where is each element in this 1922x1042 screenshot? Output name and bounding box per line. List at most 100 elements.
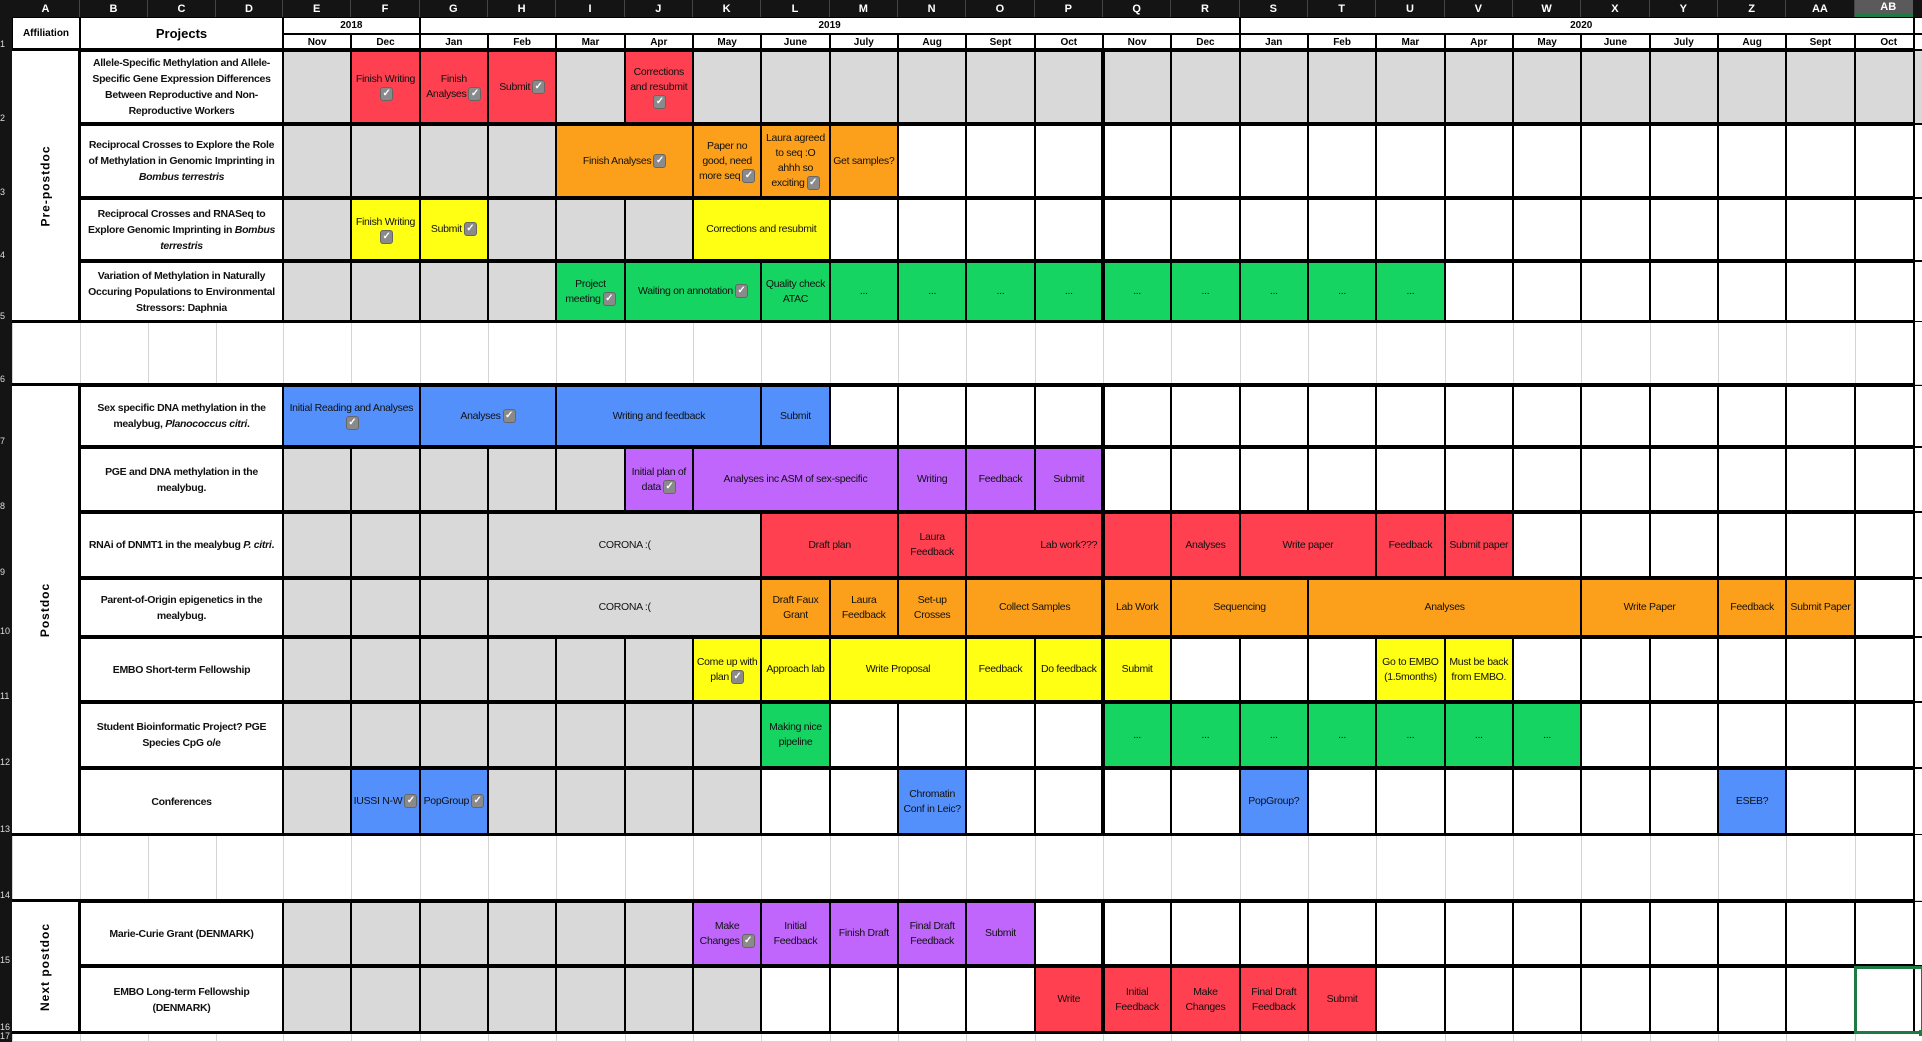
timeline-cell[interactable]: [1102, 901, 1172, 966]
timeline-cell[interactable]: [1786, 447, 1855, 512]
timeline-cell[interactable]: [1444, 447, 1513, 512]
column-header-aa[interactable]: AA: [1786, 0, 1855, 17]
inactive-cell[interactable]: [419, 512, 488, 578]
column-header-c[interactable]: C: [148, 0, 216, 17]
timeline-cell[interactable]: [1239, 124, 1308, 198]
timeline-cell[interactable]: [1854, 966, 1922, 1033]
timeline-cell[interactable]: [1649, 901, 1718, 966]
inactive-cell[interactable]: [487, 768, 557, 835]
task-cell[interactable]: Initial plan of data ✓: [624, 447, 693, 512]
inactive-cell[interactable]: [761, 50, 830, 124]
column-header-r[interactable]: R: [1171, 0, 1240, 17]
inactive-cell[interactable]: [1512, 50, 1582, 124]
task-cell[interactable]: Submit Paper: [1786, 578, 1855, 637]
inactive-cell[interactable]: [624, 966, 693, 1033]
task-cell[interactable]: Make Changes: [1171, 966, 1240, 1033]
inactive-cell[interactable]: [283, 966, 352, 1033]
inactive-cell[interactable]: [419, 447, 488, 512]
inactive-cell[interactable]: [487, 901, 557, 966]
timeline-cell[interactable]: [1034, 901, 1103, 966]
task-cell[interactable]: Waiting on annotation ✓: [624, 261, 762, 322]
row-number[interactable]: 13: [0, 824, 11, 834]
row-number[interactable]: 9: [0, 567, 6, 577]
inactive-cell[interactable]: [556, 901, 625, 966]
timeline-cell[interactable]: [1444, 261, 1513, 322]
task-cell[interactable]: Making nice pipeline: [761, 702, 830, 768]
timeline-cell[interactable]: [966, 385, 1035, 447]
inactive-cell[interactable]: [829, 50, 898, 124]
column-header-p[interactable]: P: [1034, 0, 1103, 17]
column-header-ab[interactable]: AB: [1854, 0, 1922, 17]
checkbox-checked-icon[interactable]: ✓: [471, 794, 485, 809]
timeline-cell[interactable]: [1171, 124, 1240, 198]
inactive-cell[interactable]: [556, 198, 625, 261]
column-header-w[interactable]: W: [1512, 0, 1582, 17]
task-cell[interactable]: Write paper: [1239, 512, 1377, 578]
column-header-t[interactable]: T: [1307, 0, 1377, 17]
inactive-cell[interactable]: [556, 768, 625, 835]
timeline-cell[interactable]: [1376, 768, 1445, 835]
inactive-cell[interactable]: [692, 50, 762, 124]
task-cell[interactable]: Feedback: [1376, 512, 1445, 578]
inactive-cell[interactable]: [897, 50, 967, 124]
timeline-cell[interactable]: [1512, 447, 1582, 512]
column-header-x[interactable]: X: [1581, 0, 1650, 17]
inactive-cell[interactable]: [624, 768, 693, 835]
timeline-cell[interactable]: [1307, 768, 1377, 835]
task-cell[interactable]: Sequencing: [1171, 578, 1308, 637]
inactive-cell[interactable]: [487, 447, 557, 512]
task-cell[interactable]: Submit paper: [1444, 512, 1513, 578]
timeline-cell[interactable]: [1307, 385, 1377, 447]
timeline-cell[interactable]: [1102, 768, 1172, 835]
timeline-cell[interactable]: [1717, 637, 1787, 702]
inactive-cell[interactable]: [1444, 50, 1513, 124]
column-header-h[interactable]: H: [487, 0, 557, 17]
timeline-cell[interactable]: [1854, 637, 1922, 702]
checkbox-checked-icon[interactable]: ✓: [730, 669, 744, 684]
timeline-cell[interactable]: [1649, 966, 1718, 1033]
timeline-cell[interactable]: [1854, 198, 1922, 261]
task-cell[interactable]: Laura agreed to seq :O ahhh so exciting ✓: [761, 124, 830, 198]
task-cell[interactable]: Submit ✓: [487, 50, 557, 124]
timeline-cell[interactable]: [897, 966, 967, 1033]
task-cell[interactable]: Submit: [1034, 447, 1103, 512]
timeline-cell[interactable]: [1786, 512, 1855, 578]
timeline-cell[interactable]: [1854, 447, 1922, 512]
task-cell[interactable]: ...: [897, 261, 967, 322]
checkbox-checked-icon[interactable]: ✓: [379, 87, 393, 102]
inactive-cell[interactable]: [1239, 50, 1308, 124]
task-cell[interactable]: Feedback: [1717, 578, 1787, 637]
task-cell[interactable]: ...: [829, 261, 898, 322]
task-cell[interactable]: Draft Faux Grant: [761, 578, 830, 637]
timeline-cell[interactable]: [1171, 768, 1240, 835]
task-cell[interactable]: Collect Samples: [966, 578, 1103, 637]
task-cell[interactable]: Finish Analyses ✓: [419, 50, 488, 124]
timeline-cell[interactable]: [829, 966, 898, 1033]
timeline-cell[interactable]: [1581, 966, 1650, 1033]
task-cell[interactable]: Finish Draft: [829, 901, 898, 966]
timeline-cell[interactable]: [1444, 385, 1513, 447]
column-header-s[interactable]: S: [1239, 0, 1308, 17]
row-number[interactable]: 2: [0, 113, 6, 123]
inactive-cell[interactable]: [487, 198, 557, 261]
task-cell[interactable]: Corrections and resubmit: [692, 198, 830, 261]
task-cell[interactable]: Write: [1034, 966, 1103, 1033]
task-cell[interactable]: Submit ✓: [419, 198, 488, 261]
inactive-cell[interactable]: [351, 261, 420, 322]
row-number[interactable]: 1: [0, 39, 6, 49]
inactive-cell[interactable]: [419, 901, 488, 966]
inactive-cell[interactable]: [1854, 50, 1922, 124]
timeline-cell[interactable]: [1376, 901, 1445, 966]
timeline-cell[interactable]: [1786, 385, 1855, 447]
timeline-cell[interactable]: [1512, 512, 1582, 578]
inactive-cell[interactable]: [692, 702, 762, 768]
task-cell[interactable]: Final Draft Feedback: [1239, 966, 1308, 1033]
column-header-y[interactable]: Y: [1649, 0, 1718, 17]
checkbox-checked-icon[interactable]: ✓: [653, 153, 667, 168]
timeline-cell[interactable]: [829, 768, 898, 835]
inactive-cell[interactable]: [283, 124, 352, 198]
task-cell[interactable]: ...: [1171, 702, 1240, 768]
task-cell[interactable]: Lab work???: [966, 512, 1172, 578]
row-number[interactable]: 4: [0, 250, 6, 260]
task-cell[interactable]: Analyses: [1307, 578, 1582, 637]
